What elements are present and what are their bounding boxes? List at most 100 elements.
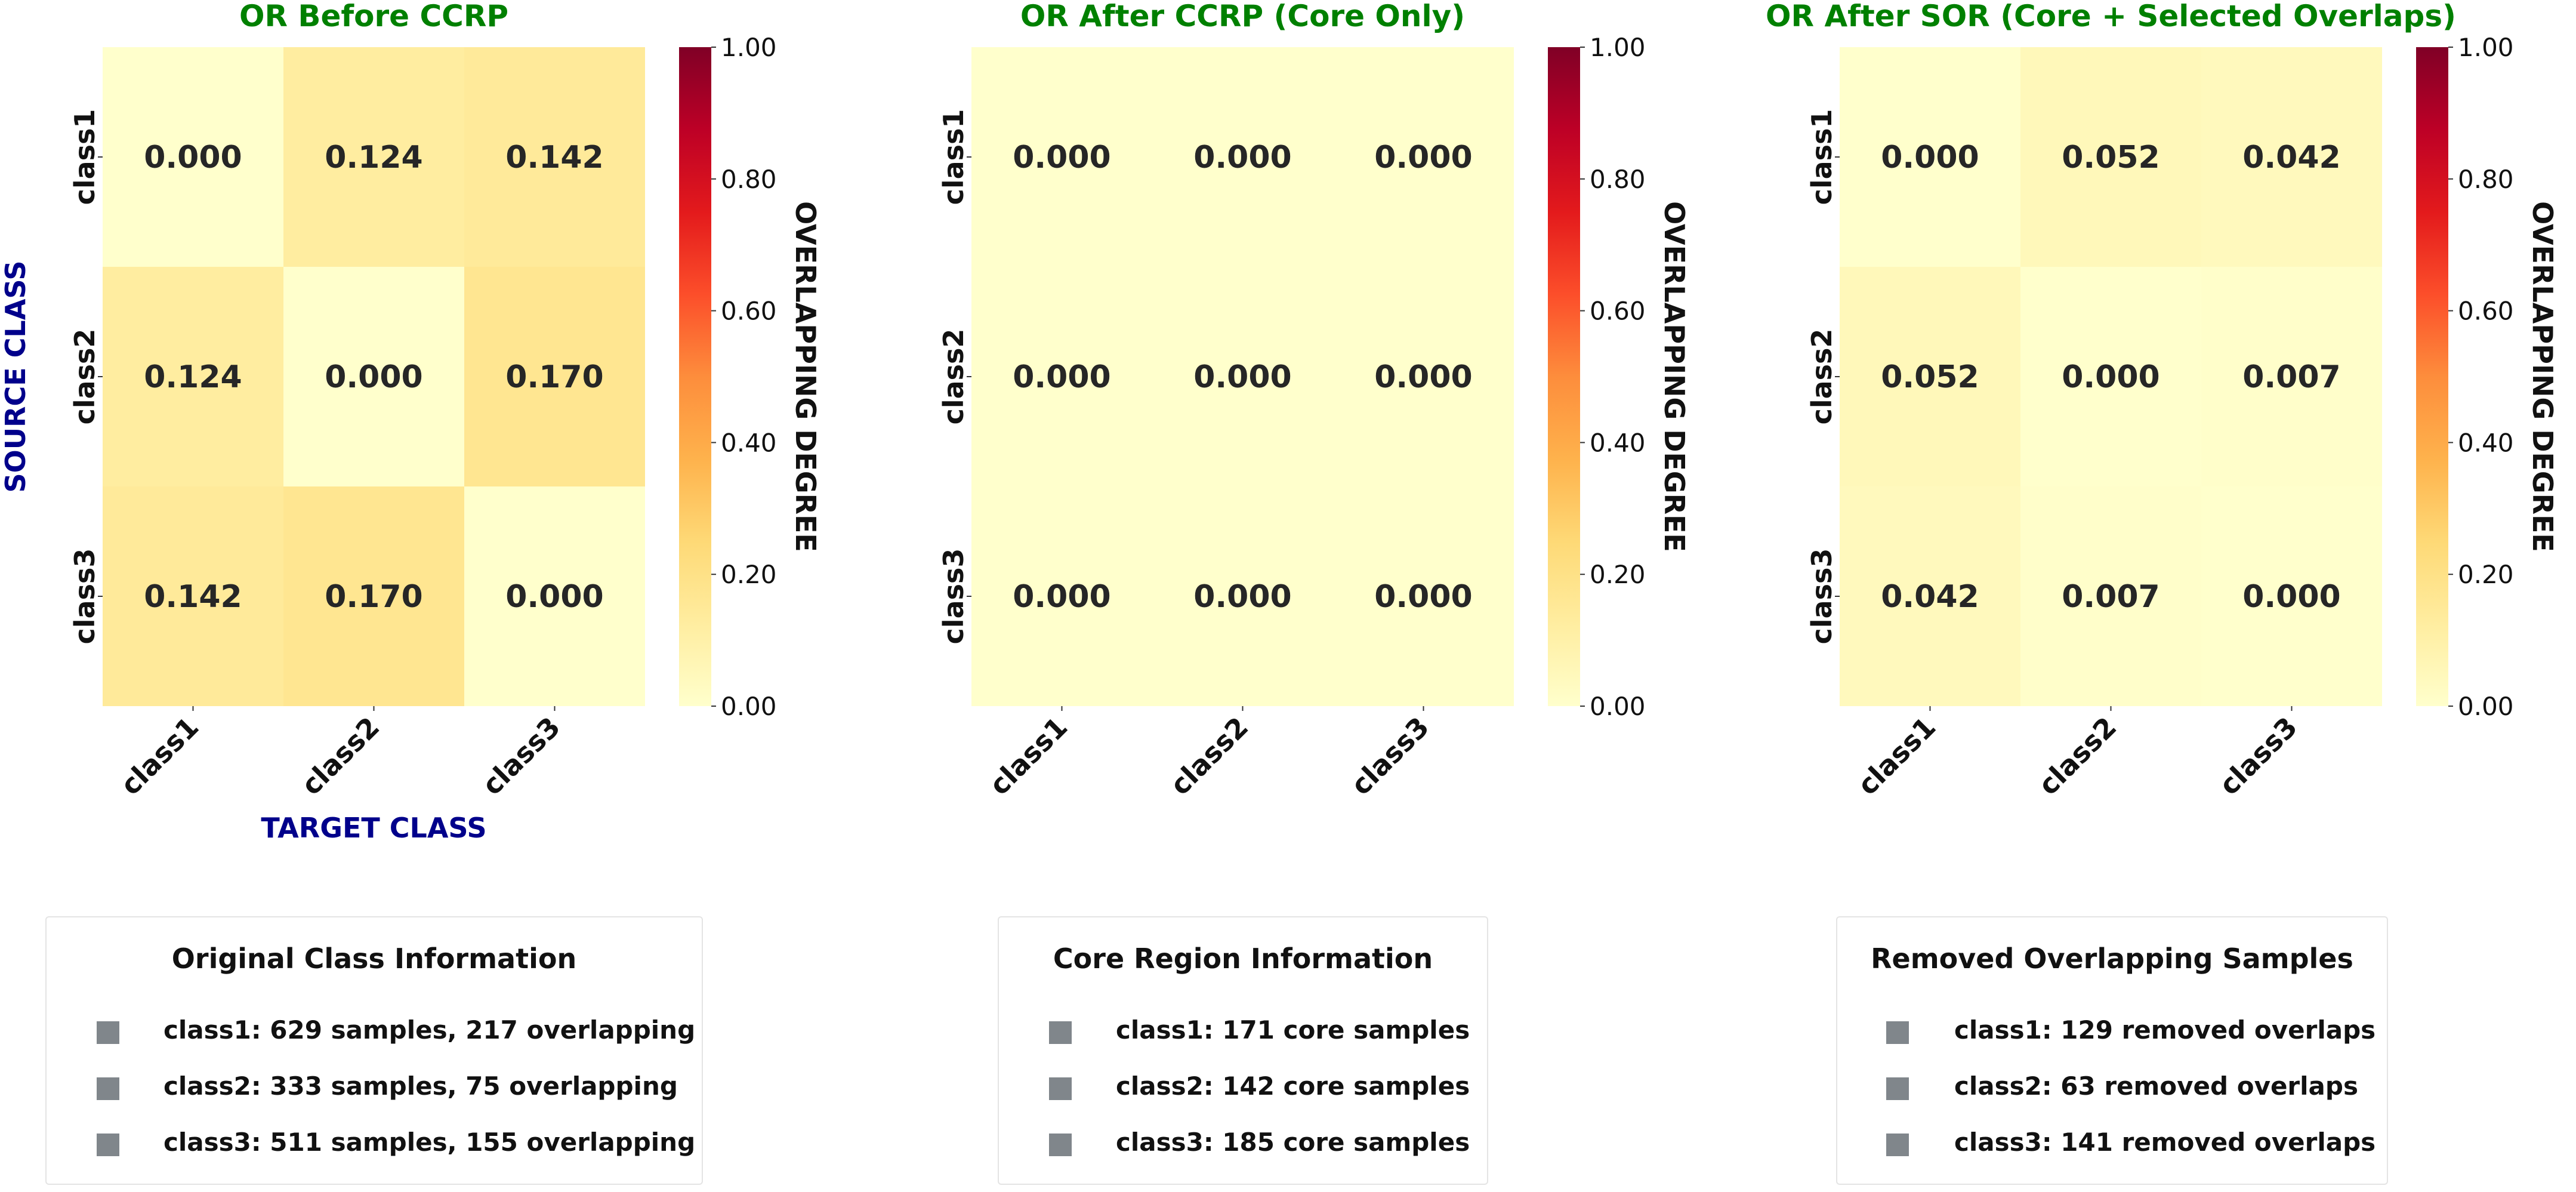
cell-value-label: 0.000 bbox=[1193, 359, 1291, 395]
chart-title: OR After SOR (Core + Selected Overlaps) bbox=[1766, 0, 2456, 33]
cell-value-label: 0.000 bbox=[1013, 579, 1110, 615]
legend-swatch bbox=[1886, 1021, 1909, 1044]
heatmap-cell bbox=[283, 267, 464, 486]
heatmap-cell bbox=[1152, 486, 1333, 706]
legend-swatch bbox=[1049, 1134, 1072, 1156]
x-tick-label: class2 bbox=[1164, 711, 1254, 802]
heatmap-cell bbox=[2201, 267, 2382, 486]
cell-value-label: 0.000 bbox=[1374, 579, 1472, 615]
heatmap-cell bbox=[464, 47, 645, 267]
x-tick-label: class2 bbox=[2032, 711, 2122, 802]
cell-value-label: 0.000 bbox=[1881, 140, 1979, 175]
cell-value-label: 0.000 bbox=[1013, 359, 1110, 395]
cell-value-label: 0.124 bbox=[325, 140, 422, 175]
heatmap-cell bbox=[1333, 267, 1514, 486]
legend-swatch bbox=[97, 1021, 119, 1044]
legend-core-region-info: Core Region Information class1: 171 core… bbox=[998, 916, 1488, 1185]
cell-value-label: 0.000 bbox=[325, 359, 422, 395]
legend-original-class-info: Original Class Information class1: 629 s… bbox=[45, 916, 703, 1185]
colorbar-label: OVERLAPPING DEGREE bbox=[1658, 201, 1690, 552]
colorbar-tick-label: 0.80 bbox=[721, 165, 777, 194]
cell-value-label: 0.000 bbox=[505, 579, 603, 615]
cell-value-label: 0.000 bbox=[2062, 359, 2159, 395]
legend-item: class1: 171 core samples bbox=[999, 1013, 1487, 1049]
legend-item-label: class2: 333 samples, 75 overlapping bbox=[163, 1071, 678, 1101]
x-tick-label: class3 bbox=[1344, 711, 1435, 802]
chart-title: OR After CCRP (Core Only) bbox=[1020, 0, 1465, 33]
heatmap-cell bbox=[971, 267, 1152, 486]
colorbar-tick-label: 1.00 bbox=[2458, 33, 2514, 62]
cell-value-label: 0.042 bbox=[1881, 579, 1979, 615]
legend-item-label: class3: 185 core samples bbox=[1116, 1128, 1470, 1157]
y-tick-label: class3 bbox=[69, 549, 101, 645]
colorbar-label: OVERLAPPING DEGREE bbox=[789, 201, 822, 552]
colorbar bbox=[2416, 47, 2448, 706]
heatmap-cell bbox=[2020, 267, 2201, 486]
colorbar-tick-label: 0.40 bbox=[721, 428, 777, 457]
colorbar-tick-label: 0.80 bbox=[2458, 165, 2514, 194]
heatmap-cell bbox=[1152, 267, 1333, 486]
legend-item: class2: 333 samples, 75 overlapping bbox=[47, 1069, 702, 1105]
x-tick-label: class3 bbox=[2213, 711, 2303, 802]
legend-item: class3: 185 core samples bbox=[999, 1125, 1487, 1161]
cell-value-label: 0.000 bbox=[1193, 579, 1291, 615]
cell-value-label: 0.000 bbox=[1013, 140, 1110, 175]
legend-item-label: class3: 511 samples, 155 overlapping bbox=[163, 1128, 696, 1157]
y-tick-label: class3 bbox=[937, 549, 970, 645]
cell-value-label: 0.142 bbox=[505, 140, 603, 175]
y-tick-label: class2 bbox=[937, 329, 970, 425]
heatmap-cell bbox=[1840, 486, 2020, 706]
heatmap-cell bbox=[971, 486, 1152, 706]
legend-swatch bbox=[1886, 1134, 1909, 1156]
x-tick-label: class1 bbox=[114, 711, 205, 802]
cell-value-label: 0.052 bbox=[2062, 140, 2159, 175]
cell-value-label: 0.000 bbox=[2242, 579, 2340, 615]
colorbar-tick-label: 1.00 bbox=[1590, 33, 1646, 62]
y-tick-label: class2 bbox=[1806, 329, 1838, 425]
y-tick-label: class2 bbox=[69, 329, 101, 425]
heatmap-cell bbox=[103, 486, 283, 706]
heatmap-cell bbox=[2020, 486, 2201, 706]
legend-removed-overlaps: Removed Overlapping Samples class1: 129 … bbox=[1836, 916, 2388, 1185]
legend-title: Original Class Information bbox=[171, 942, 577, 975]
colorbar-label: OVERLAPPING DEGREE bbox=[2526, 201, 2559, 552]
cell-value-label: 0.124 bbox=[144, 359, 242, 395]
heatmap-cell bbox=[103, 47, 283, 267]
cell-value-label: 0.000 bbox=[1193, 140, 1291, 175]
cell-value-label: 0.170 bbox=[505, 359, 603, 395]
colorbar-tick-label: 0.80 bbox=[1590, 165, 1646, 194]
heatmap-cell bbox=[2201, 486, 2382, 706]
legend-item: class1: 629 samples, 217 overlapping bbox=[47, 1013, 702, 1049]
legend-swatch bbox=[1886, 1077, 1909, 1100]
heatmap-cell bbox=[464, 486, 645, 706]
legend-item: class3: 141 removed overlaps bbox=[1837, 1125, 2387, 1161]
cell-value-label: 0.000 bbox=[144, 140, 242, 175]
colorbar-tick-label: 0.00 bbox=[2458, 692, 2514, 721]
colorbar-tick-label: 0.00 bbox=[1590, 692, 1646, 721]
heatmap-cell bbox=[283, 47, 464, 267]
legend-item-label: class3: 141 removed overlaps bbox=[1954, 1128, 2376, 1157]
x-tick-label: class3 bbox=[476, 711, 566, 802]
colorbar-tick-label: 0.20 bbox=[1590, 560, 1646, 589]
colorbar-tick-label: 0.60 bbox=[2458, 297, 2514, 326]
colorbar-tick-label: 1.00 bbox=[721, 33, 777, 62]
colorbar-tick-label: 0.20 bbox=[2458, 560, 2514, 589]
heatmap-cell bbox=[2201, 47, 2382, 267]
legend-item-label: class2: 142 core samples bbox=[1116, 1071, 1470, 1101]
y-tick-label: class3 bbox=[1806, 549, 1838, 645]
heatmap-cell bbox=[464, 267, 645, 486]
legend-item: class2: 63 removed overlaps bbox=[1837, 1069, 2387, 1105]
heatmap-cell bbox=[103, 267, 283, 486]
cell-value-label: 0.170 bbox=[325, 579, 422, 615]
heatmap-cell bbox=[1840, 47, 2020, 267]
legend-item: class2: 142 core samples bbox=[999, 1069, 1487, 1105]
legend-title: Core Region Information bbox=[1053, 942, 1433, 975]
cell-value-label: 0.007 bbox=[2062, 579, 2159, 615]
colorbar-tick-label: 0.40 bbox=[2458, 428, 2514, 457]
heatmap-cell bbox=[1152, 47, 1333, 267]
cell-value-label: 0.000 bbox=[1374, 359, 1472, 395]
colorbar-tick-label: 0.20 bbox=[721, 560, 777, 589]
y-tick-label: class1 bbox=[1806, 109, 1838, 205]
